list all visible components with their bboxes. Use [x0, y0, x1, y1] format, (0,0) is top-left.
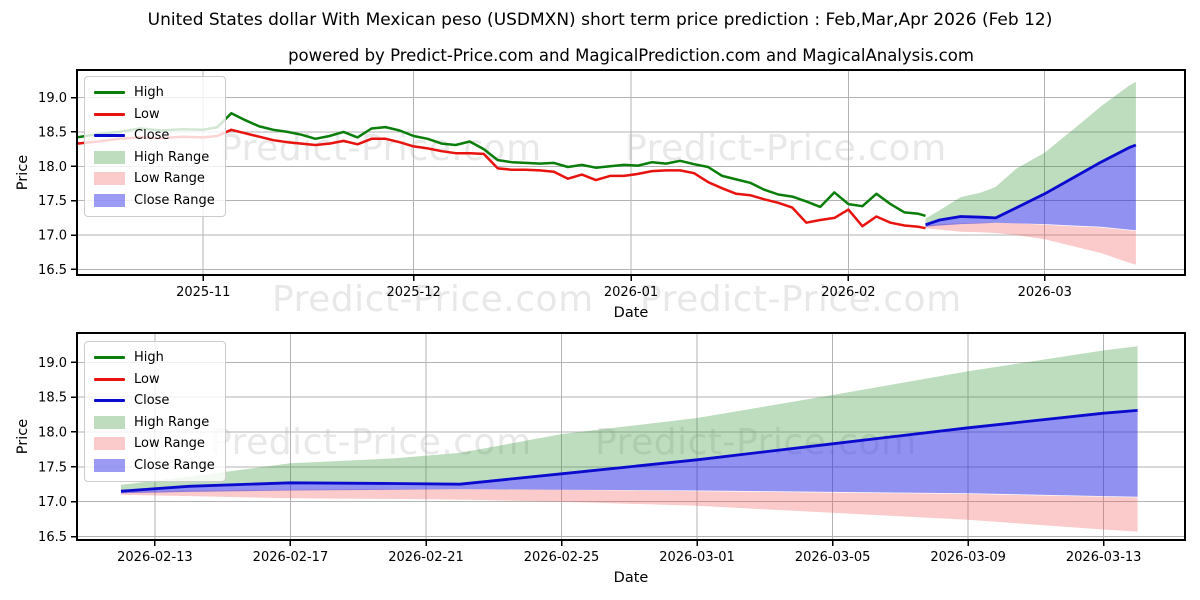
forecast-detail-xtick-label: 2026-03-01: [659, 550, 735, 565]
legend-label: Close Range: [134, 192, 215, 208]
legend-item-low-range: Low Range: [94, 434, 215, 454]
history-and-forecast-ytick-label: 18.5: [38, 125, 67, 140]
history-and-forecast-low-range-fill: [925, 222, 1136, 265]
history-and-forecast-high-line: [76, 112, 926, 218]
history-and-forecast-xtick-label: 2026-01: [604, 285, 658, 300]
history-and-forecast-ytick-label: 19.0: [38, 91, 67, 106]
legend-swatch: [94, 458, 125, 472]
history-and-forecast-xtick-label: 2025-12: [386, 285, 440, 300]
forecast-detail-ytick-label: 17.5: [38, 460, 67, 475]
forecast-detail-low-range-fill: [121, 489, 1138, 532]
watermark-text-0: Predict-Price.com: [220, 128, 542, 169]
history-and-forecast-ytick-label: 17.5: [38, 194, 67, 209]
forecast-detail-frame: [76, 332, 1186, 541]
legend-label: Low: [134, 371, 160, 387]
legend-swatch: [94, 356, 125, 360]
legend-swatch: [94, 91, 125, 95]
legend-item-low-range: Low Range: [94, 169, 215, 189]
history-and-forecast-close-line: [925, 143, 1137, 227]
legend-item-close-range: Close Range: [94, 456, 215, 476]
forecast-detail-ytick-label: 18.0: [38, 425, 67, 440]
history-and-forecast-ytick-label: 18.0: [38, 160, 67, 175]
history-and-forecast-low-line: [76, 128, 926, 230]
legend-swatch: [94, 172, 125, 186]
history-and-forecast-xlabel: Date: [614, 305, 649, 321]
legend-item-close: Close: [94, 126, 215, 146]
forecast-detail-close-line: [120, 409, 1138, 493]
forecast-detail-xtick-label: 2026-03-13: [1066, 550, 1142, 565]
legend-label: High Range: [134, 414, 210, 430]
watermark-text-4: Predict-Price.com: [210, 422, 532, 463]
forecast-detail-xtick-label: 2026-02-25: [524, 550, 600, 565]
legend-item-close: Close: [94, 391, 215, 411]
forecast-detail-xlabel: Date: [614, 570, 649, 586]
forecast-detail-ylabel: Price: [15, 419, 31, 454]
legend-label: Low: [134, 106, 160, 122]
legend-swatch: [94, 150, 125, 164]
legend-label: Close: [134, 128, 170, 144]
legend-item-high: High: [94, 348, 215, 368]
legend-swatch: [94, 134, 125, 138]
forecast-detail-ytick-label: 18.5: [38, 391, 67, 406]
legend-swatch: [94, 193, 125, 207]
history-and-forecast-high-range-fill: [925, 81, 1136, 225]
forecast-detail-xtick-label: 2026-02-13: [117, 550, 193, 565]
legend-top-chart: High Low Close High Range Low Range Close Ran…: [84, 76, 226, 217]
page-title: United States dollar With Mexican peso (…: [147, 10, 1053, 30]
legend-swatch: [94, 437, 125, 451]
legend-item-low: Low: [94, 370, 215, 390]
forecast-detail-close-range-fill: [121, 410, 1138, 497]
legend-item-high-range: High Range: [94, 413, 215, 433]
history-and-forecast-xtick-label: 2026-03: [1018, 285, 1072, 300]
forecast-detail-xtick-label: 2026-02-17: [253, 550, 329, 565]
legend-swatch: [94, 112, 125, 116]
legend-item-high-range: High Range: [94, 148, 215, 168]
forecast-detail-xtick-label: 2026-03-09: [930, 550, 1006, 565]
history-and-forecast-ylabel: Price: [15, 155, 31, 190]
history-and-forecast-xtick-label: 2026-02: [821, 285, 875, 300]
forecast-detail-xtick-label: 2026-02-21: [388, 550, 464, 565]
legend-label: Close Range: [134, 457, 215, 473]
forecast-detail-ytick-label: 19.0: [38, 356, 67, 371]
legend-label: High: [134, 85, 164, 101]
legend-label: High: [134, 350, 164, 366]
legend-item-high: High: [94, 83, 215, 103]
history-and-forecast-close-range-fill: [925, 145, 1136, 231]
history-and-forecast-ytick-label: 16.5: [38, 263, 67, 278]
legend-swatch: [94, 415, 125, 429]
legend-swatch: [94, 377, 125, 381]
legend-bottom-chart: High Low Close High Range Low Range Close Ran…: [84, 341, 226, 482]
history-and-forecast-ytick-label: 17.0: [38, 229, 67, 244]
forecast-detail-ytick-label: 16.5: [38, 530, 67, 545]
legend-item-low: Low: [94, 105, 215, 125]
page-subtitle: powered by Predict-Price.com and Magical…: [288, 46, 974, 65]
legend-swatch: [94, 399, 125, 403]
legend-label: Close: [134, 393, 170, 409]
history-and-forecast-xtick-label: 2025-11: [176, 285, 230, 300]
forecast-detail-ytick-label: 17.0: [38, 495, 67, 510]
legend-label: High Range: [134, 149, 210, 165]
watermark-text-2: Predict-Price.com: [272, 279, 594, 320]
legend-label: Low Range: [134, 436, 205, 452]
legend-item-close-range: Close Range: [94, 191, 215, 211]
watermark-text-3: Predict-Price.com: [640, 279, 962, 320]
forecast-detail-xtick-label: 2026-03-05: [795, 550, 871, 565]
legend-label: Low Range: [134, 171, 205, 187]
